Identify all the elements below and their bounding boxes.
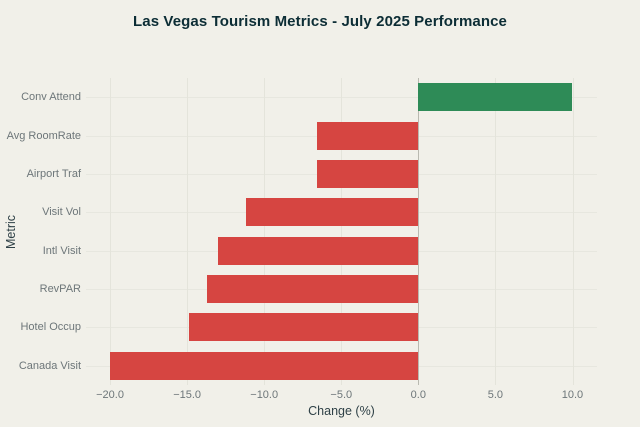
bar-revpar [207, 275, 419, 304]
bar-visit-vol [245, 198, 419, 227]
v-gridline [110, 78, 111, 385]
x-tick-label: 5.0 [487, 389, 504, 401]
v-gridline [341, 78, 343, 385]
y-tick-label: Intl Visit [42, 244, 81, 257]
bar-intl-visit [218, 236, 419, 265]
x-tick-label: −20.0 [96, 389, 124, 401]
y-tick-label: Hotel Occup [20, 321, 81, 334]
x-tick-label: −5.0 [330, 389, 353, 401]
x-tick-label: −10.0 [250, 389, 279, 401]
v-gridline [187, 78, 189, 385]
y-tick-label: Conv Attend [21, 91, 81, 104]
bar-canada-visit [110, 351, 419, 380]
y-axis-title: Metric [4, 214, 18, 250]
x-tick-label: 10.0 [561, 389, 584, 401]
bar-hotel-occup [188, 313, 419, 342]
bar-avg-roomrate [316, 121, 419, 150]
x-tick-label: −15.0 [173, 389, 202, 401]
y-tick-label: Airport Traf [26, 167, 81, 180]
x-tick-label: 0.0 [410, 389, 426, 401]
bar-conv-attend [418, 83, 573, 112]
v-gridline [495, 78, 497, 385]
y-tick-label: RevPAR [39, 283, 81, 296]
y-tick-label: Canada Visit [18, 359, 81, 372]
chart-title: Las Vegas Tourism Metrics - July 2025 Pe… [133, 13, 507, 30]
x-axis-title: Change (%) [308, 404, 375, 418]
v-gridline [264, 78, 266, 385]
bar-airport-traf [316, 159, 419, 188]
zero-line [418, 78, 420, 385]
v-gridline [572, 78, 574, 385]
y-tick-label: Visit Vol [42, 206, 81, 219]
y-tick-label: Avg RoomRate [6, 129, 81, 142]
plot-area [86, 78, 597, 385]
